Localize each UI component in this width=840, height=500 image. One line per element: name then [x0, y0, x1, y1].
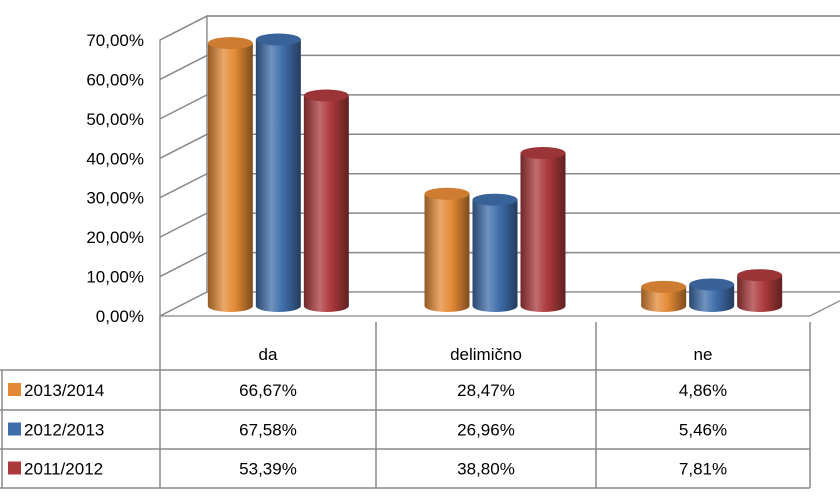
series-name: 2013/2014: [24, 381, 104, 400]
y-tick-label: 60,00%: [86, 70, 144, 89]
gridline: [159, 133, 840, 159]
bar-body: [255, 39, 301, 312]
table-cell: 38,80%: [457, 460, 515, 479]
bar-body: [207, 43, 253, 313]
bar-top: [689, 278, 735, 291]
bar: [255, 33, 301, 312]
bar-top: [207, 37, 253, 50]
legend-swatch: [8, 422, 21, 436]
bar-body: [520, 153, 566, 312]
bar-body: [689, 284, 735, 312]
gridline: [159, 251, 840, 278]
table-cell: 28,47%: [457, 381, 515, 400]
gridlines: [159, 15, 840, 278]
bar-top: [737, 269, 783, 282]
table-header-cell: delimično: [450, 345, 522, 364]
legend-swatch: [8, 461, 21, 475]
legend-swatch: [8, 383, 21, 396]
table-cell: 66,67%: [239, 381, 297, 400]
y-tick-label: 0,00%: [96, 307, 144, 326]
gridline: [159, 54, 840, 81]
bar-body: [303, 95, 349, 312]
y-tick-label: 30,00%: [86, 189, 144, 208]
bars: [207, 33, 783, 313]
gridline: [159, 172, 840, 199]
bar-top: [641, 280, 687, 293]
bar: [472, 193, 518, 312]
bar-top: [472, 193, 518, 206]
bar: [303, 89, 349, 312]
series-name: 2011/2012: [24, 460, 103, 479]
y-axis-tick-labels: 0,00% 10,00% 20,00% 30,00% 40,00% 50,00% 60,00…: [86, 31, 144, 326]
bar: [520, 147, 566, 312]
bar-body: [737, 275, 783, 312]
bar-body: [424, 193, 470, 312]
y-tick-label: 10,00%: [86, 268, 144, 287]
table-header-cell: da: [259, 345, 278, 364]
bar: [689, 278, 735, 312]
bar-body: [641, 286, 687, 312]
bar: [424, 187, 470, 312]
table-cell: 67,58%: [239, 421, 297, 440]
bar-top: [424, 187, 470, 200]
bar-top: [303, 89, 349, 102]
table-header-cell: ne: [694, 345, 713, 364]
bar: [737, 269, 783, 312]
data-table: da delimično ne 2013/2014 66,67% 28,47% 4,86% 2…: [0, 316, 811, 489]
bar-top: [255, 33, 301, 46]
table-cell: 5,46%: [679, 421, 727, 440]
table-cell: 4,86%: [679, 381, 727, 400]
table-cell: 26,96%: [457, 421, 515, 440]
table-cell: 53,39%: [239, 460, 297, 479]
bar: [641, 280, 687, 312]
series-name: 2012/2013: [24, 421, 104, 440]
y-tick-label: 40,00%: [86, 149, 144, 168]
gridline: [159, 94, 840, 120]
gridline: [159, 15, 840, 41]
bar-top: [520, 147, 566, 160]
y-tick-label: 70,00%: [86, 31, 144, 50]
bar-body: [472, 199, 518, 312]
bar: [207, 37, 253, 313]
side-wall: [159, 14, 208, 318]
gridline: [159, 212, 840, 238]
y-tick-label: 20,00%: [86, 228, 144, 247]
y-tick-label: 50,00%: [86, 110, 144, 129]
table-cell: 7,81%: [679, 460, 727, 479]
